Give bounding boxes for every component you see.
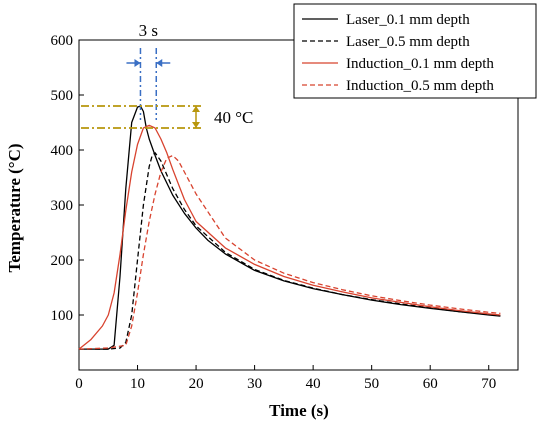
series-line <box>79 105 501 350</box>
axes-layer: 0 10 20 30 40 50 60 70 100 200 300 400 500 600 <box>51 33 497 392</box>
interval-label-3s: 3 s <box>139 21 158 40</box>
x-tick-label: 50 <box>364 376 379 392</box>
y-tick-label: 200 <box>51 253 74 269</box>
annotation-layer: 3 s 40 °C <box>81 21 253 129</box>
series-line <box>79 152 501 350</box>
series-line <box>78 124 501 350</box>
x-tick-label: 40 <box>306 376 321 392</box>
x-tick-label: 10 <box>130 376 145 392</box>
y-tick-label: 500 <box>51 88 74 104</box>
arrow-head <box>192 122 200 128</box>
interval-label-40c: 40 °C <box>214 108 253 127</box>
legend: Laser_0.1 mm depth Laser_0.5 mm depth Indu… <box>293 3 537 99</box>
y-tick-label: 100 <box>51 308 74 324</box>
x-tick-label: 70 <box>481 376 496 392</box>
x-tick-label: 60 <box>423 376 438 392</box>
x-axis-title: Time (s) <box>269 401 329 420</box>
series-layer <box>78 105 501 350</box>
arrow-head <box>156 59 163 67</box>
x-tick-label: 0 <box>75 376 83 392</box>
y-tick-label: 600 <box>51 33 74 49</box>
arrow-head <box>134 59 141 67</box>
legend-label: Induction_0.1 mm depth <box>346 56 494 72</box>
legend-label: Laser_0.1 mm depth <box>346 12 470 28</box>
series-line <box>78 154 501 350</box>
y-tick-label: 300 <box>51 198 74 214</box>
arrow-head <box>192 106 200 112</box>
y-axis-title: Temperature (°C) <box>5 143 24 272</box>
legend-box <box>293 3 537 99</box>
x-tick-label: 20 <box>189 376 204 392</box>
y-tick-label: 400 <box>51 143 74 159</box>
legend-label: Induction_0.5 mm depth <box>346 78 494 94</box>
legend-label: Laser_0.5 mm depth <box>346 34 470 50</box>
x-tick-label: 30 <box>247 376 262 392</box>
